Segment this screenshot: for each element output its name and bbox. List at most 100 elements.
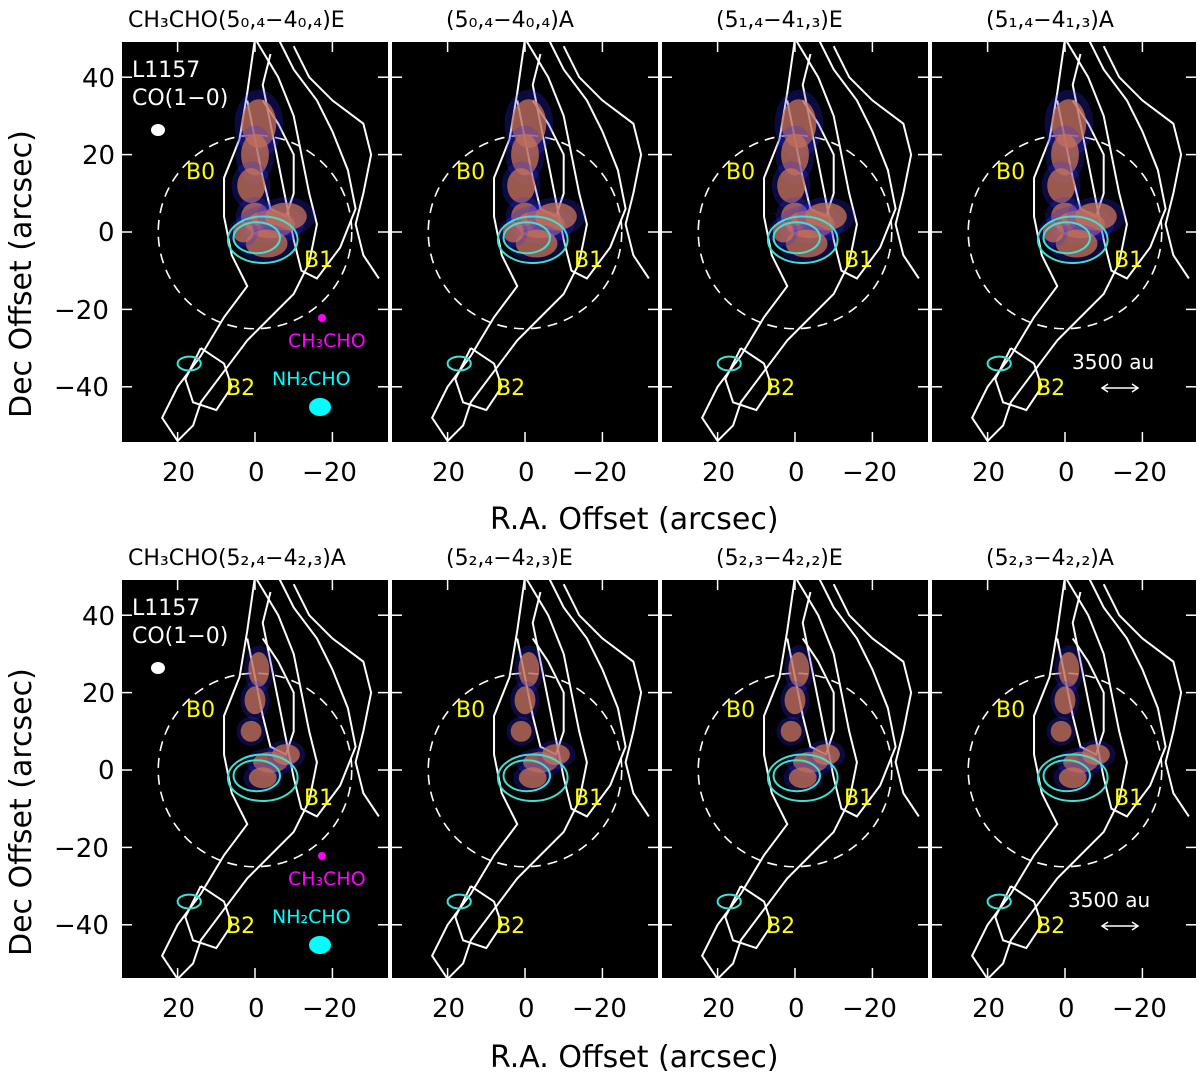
knot-label: B0	[996, 698, 1026, 723]
emission-halo	[771, 161, 811, 210]
nh2cho-contour	[176, 893, 202, 910]
x-tick: −20	[302, 994, 357, 1024]
emission-blob	[1042, 221, 1064, 243]
region-circle	[427, 672, 623, 868]
knot-label: B2	[226, 914, 256, 939]
source-label: L1157	[132, 596, 201, 621]
nh2cho-contour	[772, 221, 821, 255]
nh2cho-contour	[716, 355, 742, 372]
title-r2-c1: CH₃CHO(5₂,₄−4₂,₃)A	[128, 546, 346, 571]
emission-blob	[514, 686, 536, 715]
scale-bar-arrows	[1100, 383, 1140, 393]
x-tick: −20	[842, 458, 897, 488]
nh2cho-contour	[1036, 753, 1109, 802]
co-contour	[454, 347, 503, 412]
emission-halo	[510, 680, 540, 720]
co-contour	[724, 885, 773, 950]
nh2cho-contour	[446, 893, 472, 910]
knot-label: B0	[996, 160, 1026, 185]
co-contour	[160, 37, 318, 443]
co-contour	[454, 885, 503, 950]
region-circle	[967, 134, 1163, 330]
knot-label: B0	[456, 698, 486, 723]
co-contour	[261, 576, 357, 818]
emission-halo	[231, 161, 271, 210]
x-tick: 20	[972, 458, 1006, 488]
emission-blob	[518, 767, 547, 789]
emission-blob	[1055, 229, 1098, 258]
co-contour	[1071, 576, 1167, 818]
co-beam-ellipse	[151, 662, 165, 674]
x-tick: 20	[702, 458, 736, 488]
emission-halo	[784, 645, 814, 694]
knot-label: B2	[766, 914, 796, 939]
nh2cho-contour	[1036, 215, 1109, 264]
y-tick: 20	[82, 141, 116, 171]
emission-halo	[1046, 716, 1076, 746]
emission-blob	[518, 651, 540, 687]
emission-blob	[1082, 744, 1110, 765]
knot-label: B1	[844, 786, 874, 811]
emission-halo	[501, 161, 541, 210]
emission-blob	[1075, 202, 1117, 231]
knot-label: B2	[496, 914, 526, 939]
x-tick: 0	[1058, 458, 1075, 488]
title-r1-c2: (5₀,₄−4₀,₄)A	[446, 8, 574, 33]
co-contour	[160, 575, 318, 981]
knot-label: B2	[226, 376, 256, 401]
emission-halo	[1045, 125, 1085, 184]
knot-label: B1	[574, 786, 604, 811]
knot-label: B2	[1036, 376, 1066, 401]
nh2cho-contour	[502, 759, 551, 793]
emission-blob	[812, 744, 840, 765]
y-tick: −40	[54, 911, 109, 941]
x-tick: −20	[302, 458, 357, 488]
x-tick: 0	[788, 994, 805, 1024]
emission-halo	[806, 740, 846, 770]
co-contour	[832, 583, 920, 817]
x-tick: −20	[842, 994, 897, 1024]
emission-blob	[535, 202, 577, 231]
emission-blob	[510, 720, 532, 742]
knot-label: B0	[186, 698, 216, 723]
title-r2-c3: (5₂,₃−4₂,₂)E	[716, 546, 843, 571]
emission-halo	[1053, 763, 1093, 793]
emission-halo	[780, 680, 810, 720]
emission-blob	[244, 686, 266, 715]
emission-halo	[536, 740, 576, 770]
co-contour	[700, 575, 858, 981]
x-tick: 0	[518, 994, 535, 1024]
ch3cho-beam-label: CH₃CHO	[288, 868, 366, 890]
emission-blob	[788, 767, 817, 789]
knot-label: B1	[304, 248, 334, 273]
x-axis-label-bottom: R.A. Offset (arcsec)	[490, 1040, 779, 1075]
knot-label: B0	[186, 160, 216, 185]
emission-blob	[777, 168, 806, 203]
co-contour	[994, 885, 1043, 950]
emission-blob	[502, 221, 524, 243]
emission-blob	[241, 133, 269, 176]
knot-label: B2	[766, 376, 796, 401]
emission-blob	[780, 720, 802, 742]
emission-blob	[542, 744, 570, 765]
x-tick: 20	[972, 994, 1006, 1024]
ch3cho-beam-ellipse	[318, 314, 326, 322]
emission-blob	[772, 221, 794, 243]
emission-blob	[805, 202, 847, 231]
emission-blob	[1058, 651, 1080, 687]
emission-blob	[788, 651, 810, 687]
nh2cho-contour	[1042, 759, 1091, 793]
emission-halo	[266, 740, 306, 770]
co-contour	[292, 583, 380, 817]
co-contour	[801, 576, 897, 818]
emission-halo	[1076, 740, 1116, 770]
emission-blob	[232, 221, 254, 243]
knot-label: B1	[1114, 248, 1144, 273]
emission-halo	[244, 645, 274, 694]
nh2cho-contour	[716, 893, 742, 910]
co-contour	[1102, 45, 1190, 279]
knot-label: B1	[844, 248, 874, 273]
emission-blob	[515, 229, 558, 258]
co-contour	[700, 37, 858, 443]
